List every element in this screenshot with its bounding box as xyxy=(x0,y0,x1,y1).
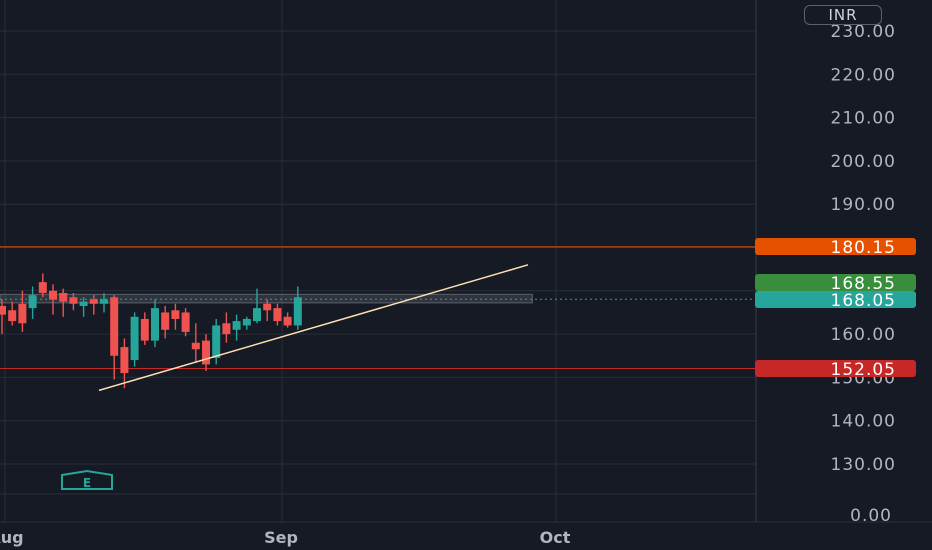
price-axis-tick: 200.00 xyxy=(831,152,896,172)
candle-body xyxy=(222,323,231,335)
price-axis-tick: 230.00 xyxy=(831,22,896,42)
chart-grid xyxy=(0,0,756,522)
resistance-tag-label: 180.15 xyxy=(831,238,896,258)
current-price-tag xyxy=(755,291,916,308)
candle-body xyxy=(49,290,57,300)
candle-body xyxy=(242,318,251,326)
price-axis-tick: 140.00 xyxy=(831,412,896,432)
support-tag xyxy=(755,360,916,377)
time-axis-tick: Sep xyxy=(264,528,298,547)
candle-body xyxy=(110,297,119,356)
resistance-tag xyxy=(755,238,916,255)
candle-body xyxy=(130,316,139,361)
candle-body xyxy=(38,282,47,293)
event-marker-label: E xyxy=(83,476,91,490)
price-axis-tick: 210.00 xyxy=(831,109,896,129)
candle-body xyxy=(181,312,190,332)
consolidation-zone xyxy=(0,293,533,304)
candle-body xyxy=(120,347,129,374)
candle-body xyxy=(8,310,17,322)
price-axis-tick: 130.00 xyxy=(831,455,896,475)
volume-axis-tick: 0.00 xyxy=(850,506,892,526)
last-close-tag xyxy=(755,274,916,291)
candle-body xyxy=(161,312,170,330)
event-marker[interactable]: E xyxy=(61,469,113,490)
candle-body xyxy=(0,305,6,315)
candle-body xyxy=(232,321,241,330)
support-tag-label: 152.05 xyxy=(831,360,896,380)
candle-body xyxy=(69,297,78,304)
candle-body xyxy=(171,310,180,319)
consolidation-zone-layer xyxy=(0,293,533,304)
candle-body xyxy=(18,303,27,324)
candle-body xyxy=(293,297,302,326)
candle-body xyxy=(100,299,108,304)
price-axis-tick: 190.00 xyxy=(831,195,896,215)
trendline-layer[interactable] xyxy=(98,264,529,392)
candle-body xyxy=(191,342,200,350)
currency-badge[interactable]: INR xyxy=(804,5,882,25)
price-axis-tick: 220.00 xyxy=(831,65,896,85)
time-axis-tick: Aug xyxy=(0,528,24,547)
last-close-tag-label: 168.55 xyxy=(831,274,896,294)
candle-body xyxy=(151,308,159,341)
candle-body xyxy=(59,292,68,302)
time-axis-tick: Oct xyxy=(540,528,571,547)
candle-body xyxy=(89,299,98,304)
candle-body xyxy=(202,340,210,365)
candle-body xyxy=(283,316,292,326)
candle-body xyxy=(273,308,282,322)
candle-body xyxy=(140,318,149,341)
time-axis[interactable]: Aug Sep Oct xyxy=(0,528,571,547)
candle-body xyxy=(28,295,37,309)
candle-body xyxy=(79,301,88,306)
current-price-tag-label: 168.05 xyxy=(831,291,896,311)
candle-body xyxy=(263,303,272,311)
candle-body xyxy=(212,325,221,358)
event-marker-shape xyxy=(61,469,113,490)
price-axis-tick: 160.00 xyxy=(831,325,896,345)
trendline xyxy=(98,264,529,392)
candle-body xyxy=(253,308,261,322)
